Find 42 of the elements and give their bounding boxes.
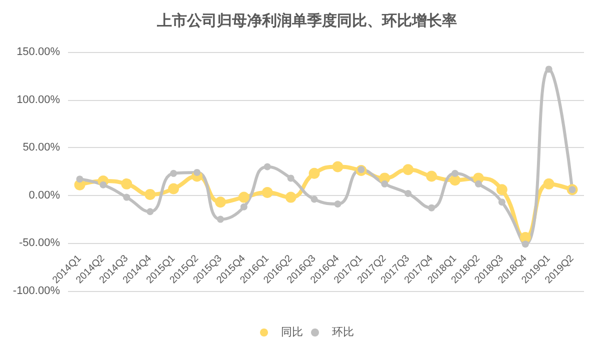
point — [76, 176, 84, 183]
point — [170, 170, 178, 177]
point — [381, 180, 388, 188]
point — [121, 178, 132, 190]
point — [402, 164, 414, 176]
point — [426, 170, 438, 182]
point — [240, 203, 248, 210]
point — [310, 196, 318, 203]
point — [522, 240, 529, 248]
point — [452, 170, 458, 177]
point — [404, 190, 412, 197]
point — [545, 66, 552, 73]
point — [332, 161, 344, 172]
point — [264, 163, 271, 170]
chart-title: 上市公司归母净利润单季度同比、环比增长率 — [156, 12, 457, 30]
y-tick-label: 0.00% — [28, 189, 60, 202]
point — [287, 174, 294, 182]
point — [194, 168, 200, 176]
legend-label: 同比 — [281, 326, 303, 338]
point — [496, 184, 508, 196]
y-tick-label: -50.00% — [19, 237, 60, 250]
y-tick-label: -100.00% — [12, 285, 60, 297]
point — [146, 208, 154, 216]
y-tick-label: 100.00% — [16, 94, 60, 106]
point — [428, 204, 436, 212]
point — [474, 180, 482, 188]
y-tick-label: 50.00% — [22, 142, 60, 154]
point — [543, 178, 554, 190]
point — [238, 192, 250, 203]
legend-label: 环比 — [332, 326, 354, 338]
point — [144, 188, 156, 200]
point — [100, 181, 107, 188]
y-tick-label: 150.00% — [16, 46, 60, 58]
point — [308, 168, 320, 179]
point — [216, 216, 224, 223]
point — [123, 194, 130, 201]
point — [498, 198, 506, 206]
point — [214, 196, 226, 208]
point — [285, 192, 296, 203]
point — [168, 183, 180, 194]
point — [262, 187, 273, 198]
point — [334, 200, 342, 208]
